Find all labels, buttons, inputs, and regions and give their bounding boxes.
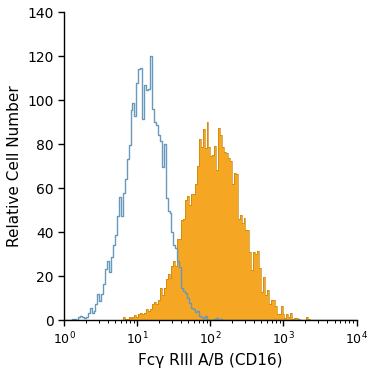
Y-axis label: Relative Cell Number: Relative Cell Number xyxy=(7,86,22,248)
X-axis label: Fcγ RIII A/B (CD16): Fcγ RIII A/B (CD16) xyxy=(138,353,283,368)
